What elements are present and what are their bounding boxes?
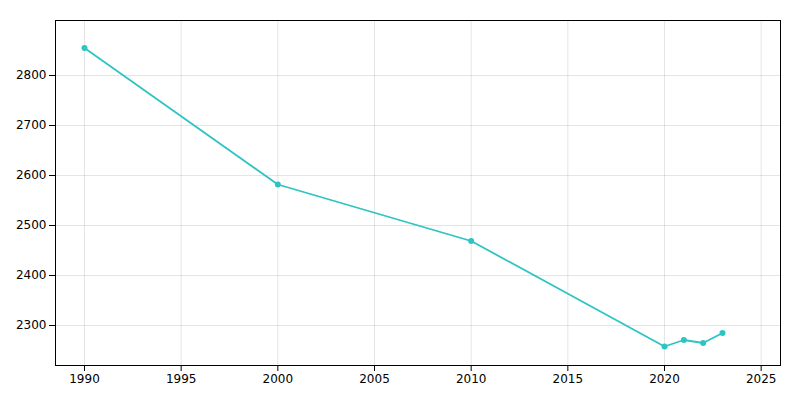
svg-text:2600: 2600 [16,168,47,182]
svg-text:2020: 2020 [649,372,680,386]
svg-text:1990: 1990 [69,372,100,386]
svg-text:2015: 2015 [553,372,584,386]
svg-text:2300: 2300 [16,318,47,332]
svg-text:1995: 1995 [166,372,197,386]
svg-text:2800: 2800 [16,68,47,82]
svg-text:2500: 2500 [16,218,47,232]
svg-text:2025: 2025 [746,372,777,386]
svg-text:2400: 2400 [16,268,47,282]
svg-text:2700: 2700 [16,118,47,132]
svg-text:2010: 2010 [456,372,487,386]
svg-text:2005: 2005 [359,372,390,386]
svg-text:2000: 2000 [263,372,294,386]
